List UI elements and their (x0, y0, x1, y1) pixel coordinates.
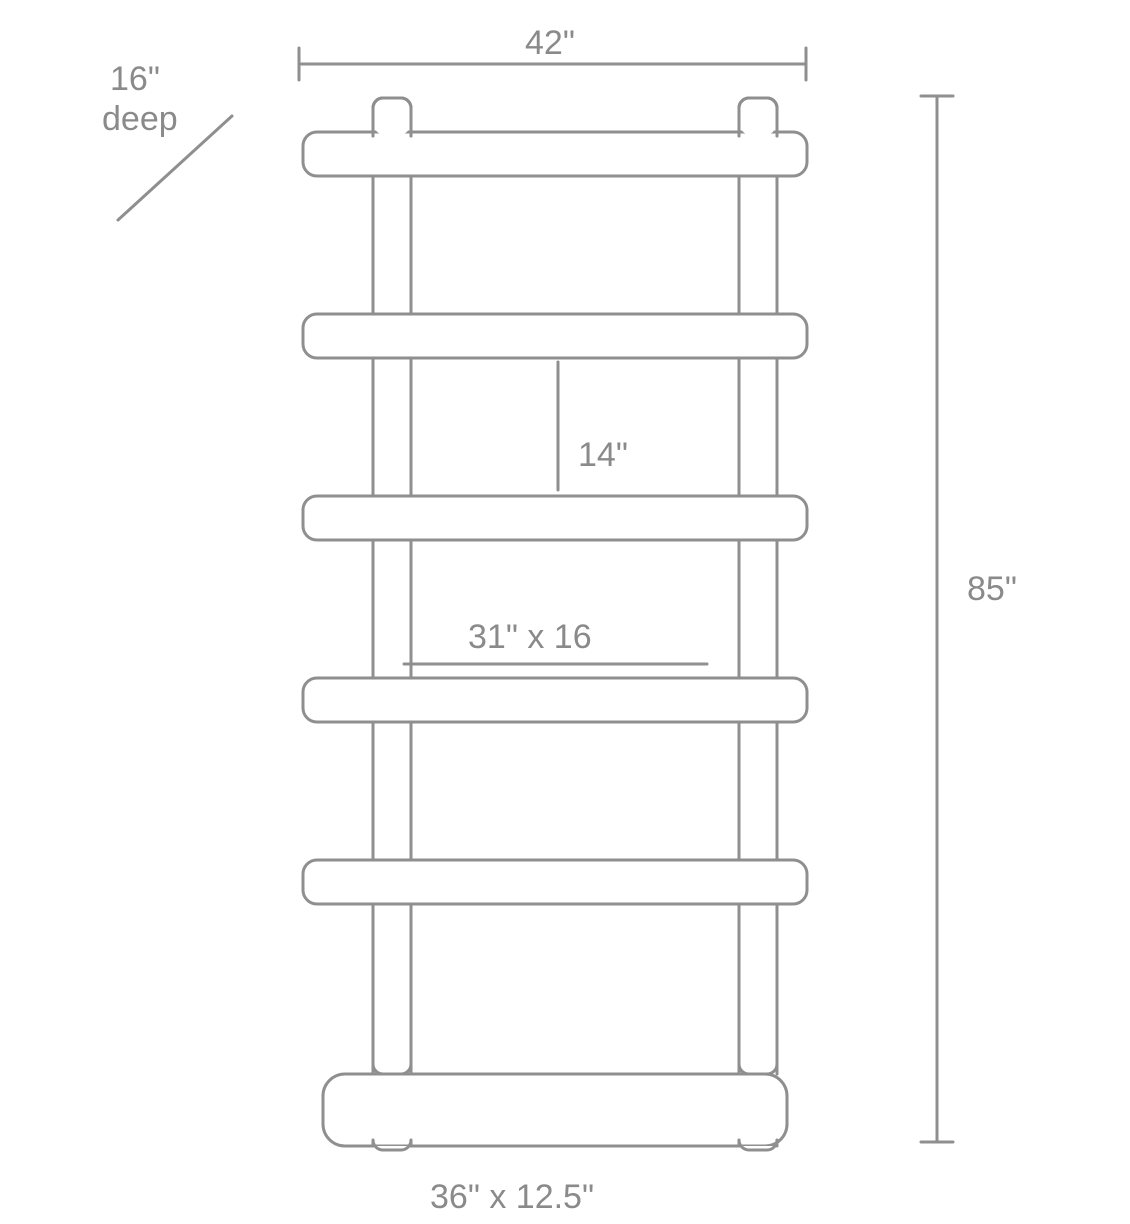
shelf-diagram (0, 0, 1130, 1224)
depth-label-line1: 16" (110, 60, 160, 99)
diagram-stage: 16" deep 42" 85" 14" 31" x 16 36" x 12.5… (0, 0, 1130, 1224)
inner-shelf-label: 31" x 16 (468, 618, 592, 657)
top-width-label: 42" (525, 24, 575, 63)
bottom-shelf-label: 36" x 12.5" (430, 1178, 594, 1217)
depth-label-line2: deep (102, 100, 178, 139)
total-height-label: 85" (967, 570, 1017, 609)
shelf-gap-label: 14" (578, 436, 628, 475)
